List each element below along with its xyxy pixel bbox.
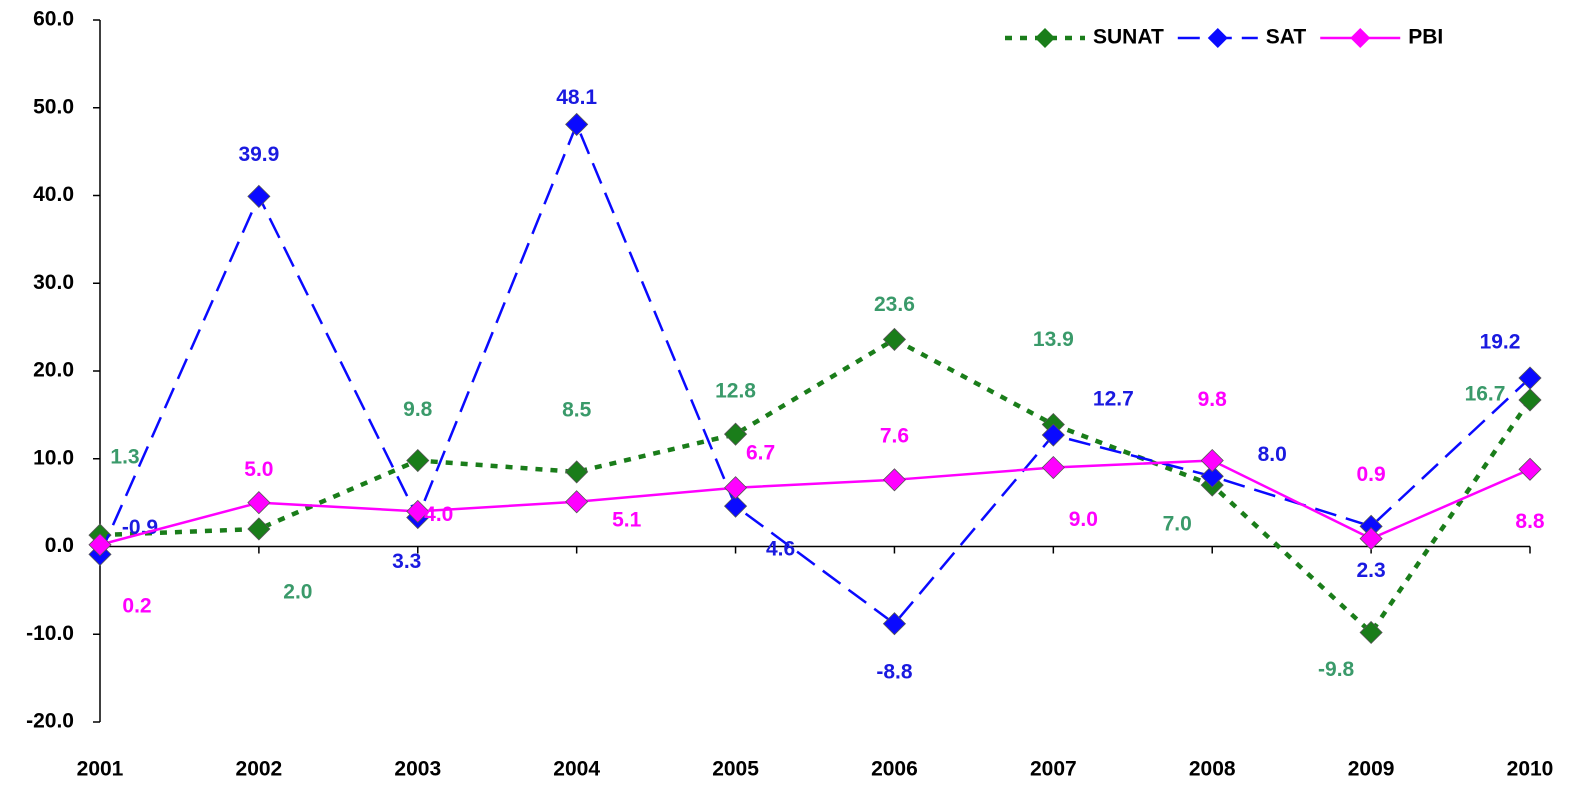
point-marker	[882, 612, 907, 636]
point-marker	[247, 184, 271, 208]
data-label: 13.9	[1033, 328, 1074, 351]
data-label: 9.8	[1198, 388, 1228, 411]
x-tick-label: 2010	[1507, 758, 1554, 781]
point-marker	[723, 476, 748, 500]
legend-marker	[1207, 28, 1228, 48]
point-marker	[1359, 620, 1383, 645]
data-label: 23.6	[874, 293, 915, 316]
point-marker	[1041, 423, 1065, 447]
point-marker	[565, 490, 589, 514]
series-line	[99, 459, 1531, 546]
data-label: 8.5	[562, 398, 592, 421]
data-label: 12.7	[1093, 388, 1134, 411]
point-marker	[247, 491, 271, 515]
x-tick-label: 2004	[553, 758, 600, 781]
y-tick-label: 50.0	[33, 95, 74, 118]
data-label: 12.8	[715, 380, 756, 403]
y-tick-label: 20.0	[33, 359, 74, 382]
point-marker	[723, 422, 748, 446]
point-marker	[1359, 527, 1383, 551]
data-label: 4.0	[424, 503, 453, 526]
point-marker	[1041, 455, 1065, 480]
legend-marker	[1350, 28, 1371, 48]
point-marker	[1518, 388, 1542, 412]
x-tick-label: 2006	[871, 758, 918, 781]
data-label: 7.6	[880, 424, 909, 447]
point-marker	[723, 494, 748, 518]
series-line	[98, 121, 1531, 626]
y-tick-label: 30.0	[33, 271, 74, 294]
y-tick-label: -20.0	[26, 710, 74, 733]
data-label: 0.2	[122, 594, 151, 617]
point-marker	[1200, 448, 1224, 473]
point-marker	[1518, 457, 1542, 481]
point-marker	[882, 327, 907, 351]
data-label: -8.8	[876, 660, 913, 683]
data-label: 48.1	[556, 86, 597, 109]
x-tick-label: 2002	[236, 758, 283, 781]
legend-marker	[1035, 28, 1055, 48]
data-label: 9.0	[1069, 508, 1098, 531]
data-label: 7.0	[1163, 513, 1192, 536]
data-label: 6.7	[746, 441, 775, 464]
x-tick-label: 2008	[1189, 758, 1236, 781]
data-label: 3.3	[392, 550, 421, 573]
data-label: 0.9	[1357, 463, 1386, 486]
point-marker	[1200, 464, 1224, 488]
point-marker	[88, 533, 112, 557]
data-label: 39.9	[238, 143, 279, 166]
data-label: -9.8	[1318, 658, 1355, 681]
point-marker	[1518, 366, 1542, 390]
y-tick-label: 10.0	[33, 446, 74, 469]
data-label: 1.3	[110, 446, 139, 469]
y-tick-label: 0.0	[45, 534, 74, 557]
y-tick-label: -10.0	[26, 622, 74, 645]
x-tick-label: 2003	[394, 758, 441, 781]
data-label: 5.1	[612, 508, 642, 531]
data-label: 2.0	[283, 580, 312, 603]
data-label: 8.8	[1515, 510, 1545, 533]
point-marker	[406, 499, 430, 523]
legend-label: PBI	[1408, 26, 1443, 49]
point-marker	[882, 468, 907, 492]
point-marker	[406, 448, 430, 473]
x-tick-label: 2001	[77, 758, 124, 781]
series-line	[99, 336, 1532, 636]
x-tick-label: 2005	[712, 758, 759, 781]
legend-label: SUNAT	[1093, 26, 1164, 49]
x-tick-label: 2009	[1348, 758, 1395, 781]
y-tick-label: 40.0	[33, 183, 74, 206]
data-label: 2.3	[1357, 559, 1386, 582]
data-label: 5.0	[244, 458, 273, 481]
data-label: 19.2	[1480, 331, 1521, 354]
point-marker	[565, 112, 589, 136]
point-marker	[247, 517, 271, 541]
data-label: 4.6	[766, 538, 795, 561]
y-tick-label: 60.0	[33, 8, 74, 31]
data-label: 9.8	[403, 398, 433, 421]
data-label: -0.9	[122, 516, 158, 539]
legend-label: SAT	[1266, 26, 1307, 49]
point-marker	[565, 460, 589, 484]
x-tick-label: 2007	[1030, 758, 1077, 781]
data-label: 16.7	[1465, 383, 1506, 406]
data-label: 8.0	[1258, 443, 1287, 466]
